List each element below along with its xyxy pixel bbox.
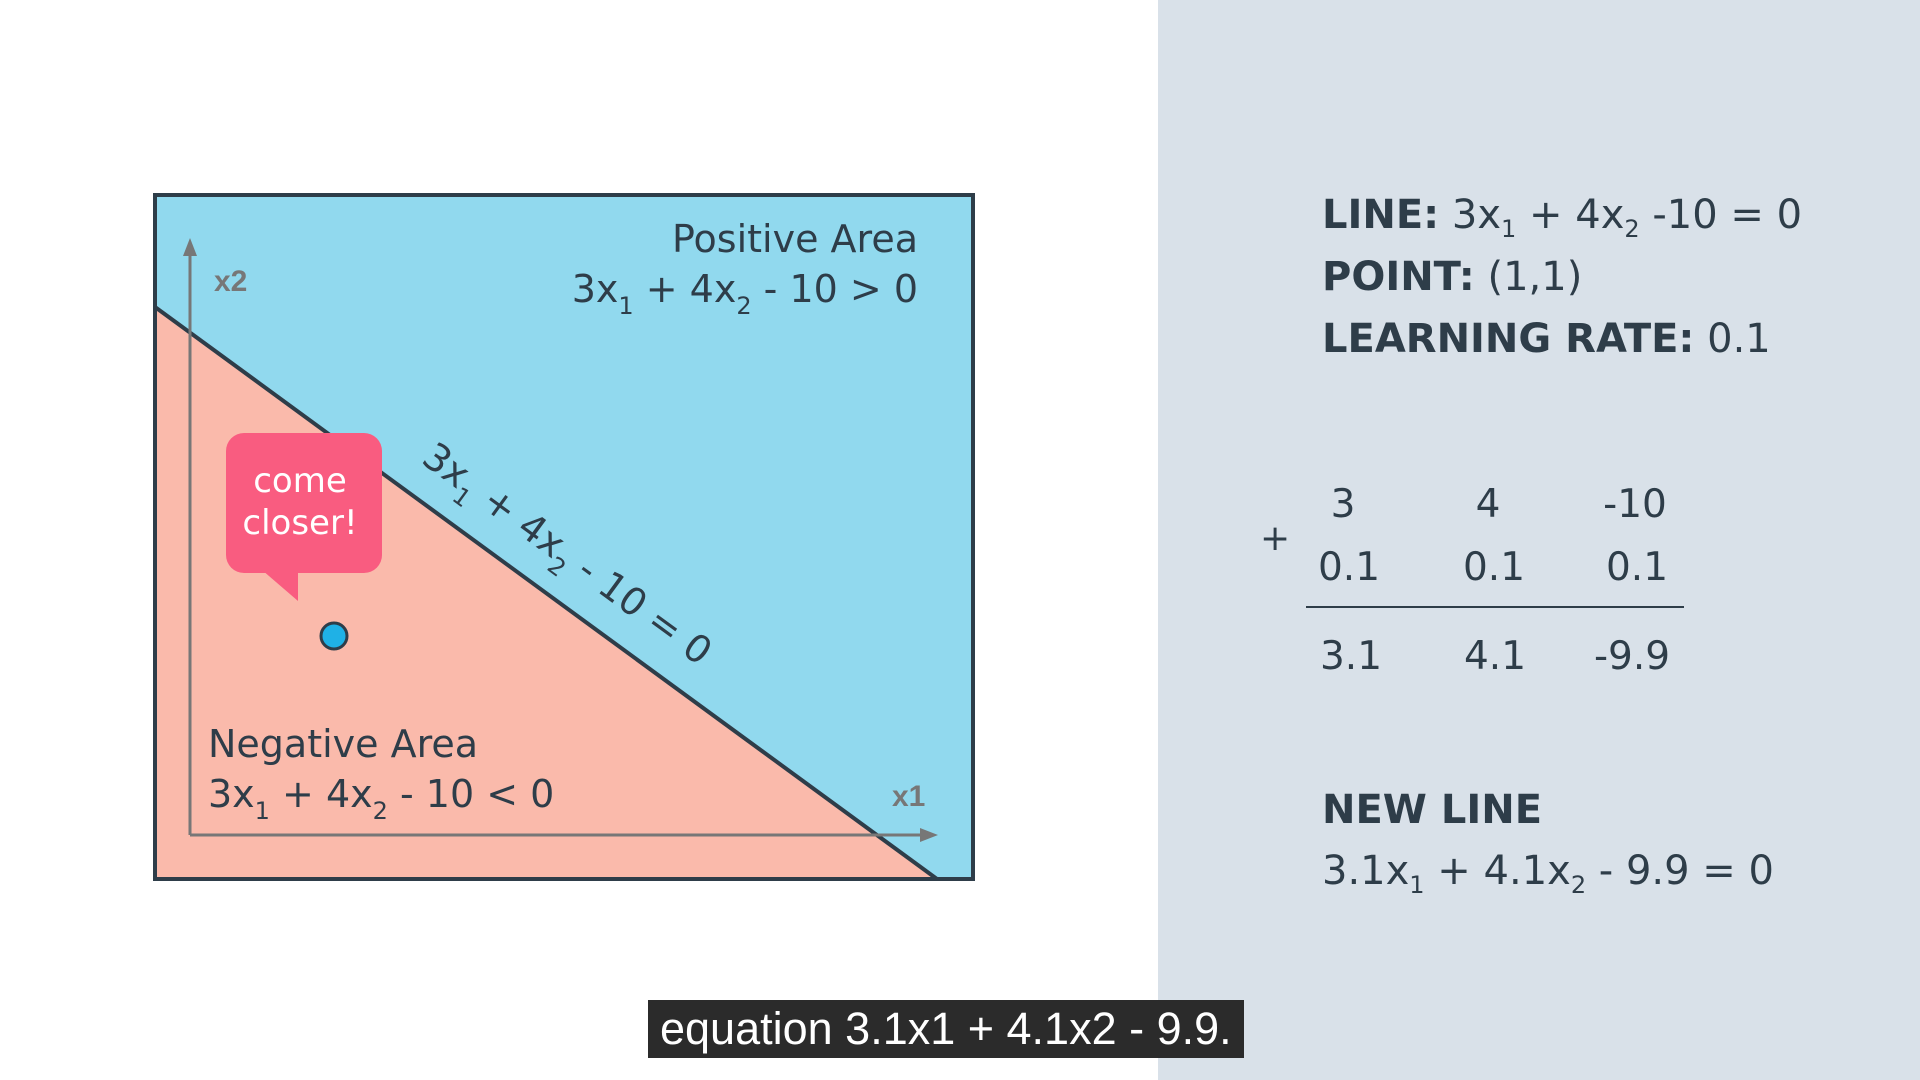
new-line-label: NEW LINE: [1322, 787, 1543, 833]
positive-area-equation: 3x1 + 4x2 - 10 > 0: [572, 267, 918, 320]
point-label: POINT:: [1322, 254, 1475, 300]
new-line-equation: 3.1x1 + 4.1x2 - 9.9 = 0: [1322, 848, 1774, 899]
row1-cell-2: 4: [1475, 482, 1501, 527]
row2-cell-3: 0.1: [1605, 545, 1669, 590]
diagram-frame: [153, 193, 975, 881]
axes: [183, 238, 938, 842]
row2-cell-1: 0.1: [1317, 545, 1381, 590]
point-value: (1,1): [1474, 254, 1583, 300]
line-info: LINE: 3x1 + 4x2 -10 = 0: [1322, 195, 1802, 241]
perceptron-diagram: x2 x1 Positive Area 3x1 + 4x2 - 10 > 0 N…: [153, 193, 975, 881]
positive-area-title: Positive Area: [672, 217, 918, 261]
learning-rate-info: LEARNING RATE: 0.1: [1322, 319, 1771, 359]
negative-area-equation: 3x1 + 4x2 - 10 < 0: [208, 772, 554, 825]
row1-cell-1: 3: [1330, 482, 1356, 527]
x1-axis-label: x1: [892, 780, 925, 813]
speech-bubble: come closer!: [226, 433, 382, 601]
data-point: [319, 621, 349, 651]
point-info: POINT: (1,1): [1322, 257, 1582, 297]
learning-rate-value: 0.1: [1694, 316, 1771, 362]
bubble-text-line2: closer!: [242, 503, 357, 543]
sum-divider: [1306, 606, 1684, 608]
right-panel: [1158, 0, 1920, 1080]
learning-rate-label: LEARNING RATE:: [1322, 316, 1695, 362]
result-cell-2: 4.1: [1463, 634, 1527, 679]
line-label: LINE:: [1322, 192, 1440, 238]
plus-sign: +: [1260, 518, 1291, 559]
x2-axis-label: x2: [214, 265, 247, 298]
row2-cell-2: 0.1: [1462, 545, 1526, 590]
result-cell-3: -9.9: [1593, 634, 1671, 679]
row1-cell-3: -10: [1603, 482, 1667, 527]
boundary-line: [153, 305, 939, 881]
line-equation: 3x1 + 4x2 -10 = 0: [1439, 192, 1803, 243]
result-cell-1: 3.1: [1319, 634, 1383, 679]
bubble-text-line1: come: [253, 461, 347, 501]
subtitle-caption: equation 3.1x1 + 4.1x2 - 9.9.: [648, 1000, 1244, 1058]
negative-area-title: Negative Area: [208, 722, 478, 766]
